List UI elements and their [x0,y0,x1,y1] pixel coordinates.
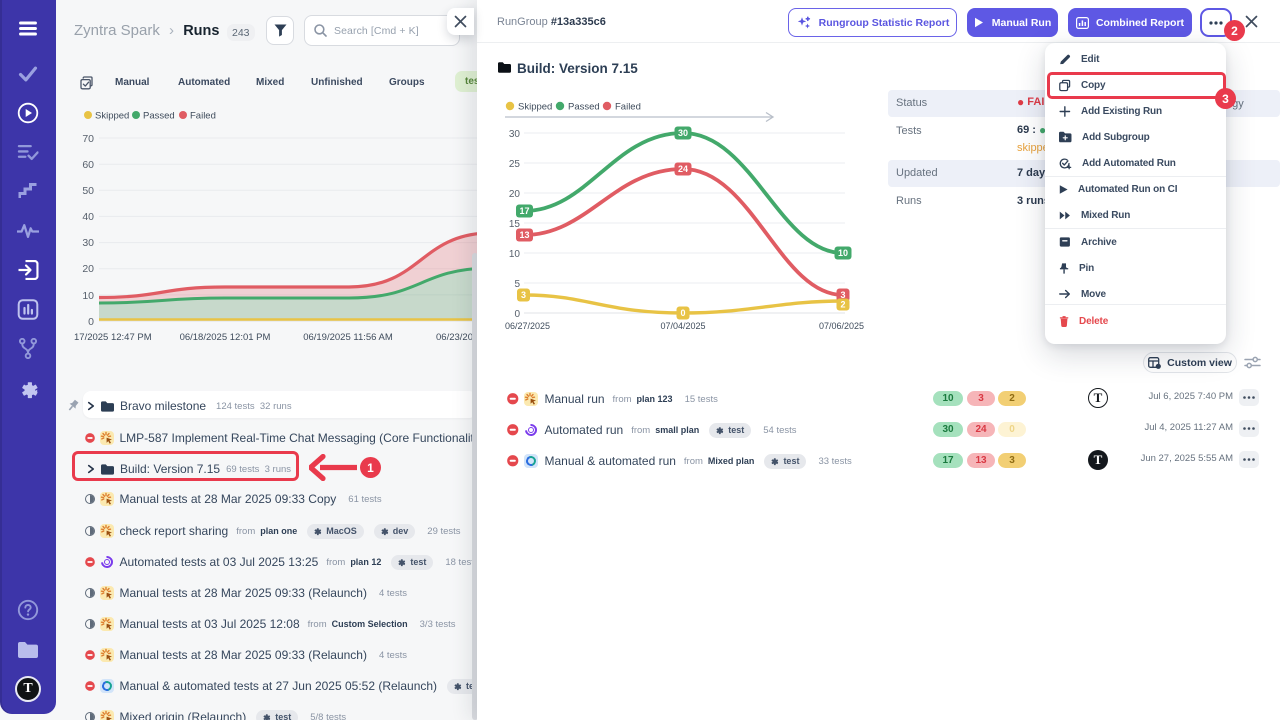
svg-text:60: 60 [82,159,94,171]
svg-text:13: 13 [519,230,529,240]
svg-text:07/06/2025: 07/06/2025 [819,321,864,331]
svg-text:Failed: Failed [615,102,641,113]
svg-text:Failed: Failed [190,111,216,122]
svg-text:06/27/2025: 06/27/2025 [505,321,550,331]
svg-text:40: 40 [82,211,94,223]
svg-text:0: 0 [88,316,94,328]
svg-text:30: 30 [509,129,521,140]
svg-text:Passed: Passed [143,111,175,122]
svg-text:Skipped: Skipped [95,111,129,122]
svg-text:2: 2 [840,300,845,310]
svg-text:0: 0 [680,308,685,318]
svg-text:70: 70 [82,133,94,145]
svg-text:3: 3 [840,290,845,300]
svg-text:20: 20 [509,189,521,200]
svg-text:06/19/2025 11:56 AM: 06/19/2025 11:56 AM [303,332,393,343]
svg-text:30: 30 [82,237,94,249]
svg-text:Passed: Passed [568,102,600,113]
svg-text:5: 5 [514,279,520,290]
svg-text:0: 0 [514,309,520,320]
svg-text:06/23/202: 06/23/202 [436,332,478,343]
svg-text:10: 10 [838,248,848,258]
svg-text:24: 24 [678,164,688,174]
svg-text:06/18/2025 12:01 PM: 06/18/2025 12:01 PM [180,332,271,343]
svg-text:10: 10 [82,290,94,302]
svg-text:15: 15 [509,219,521,230]
svg-text:17/2025 12:47 PM: 17/2025 12:47 PM [74,332,152,343]
svg-text:25: 25 [509,159,521,170]
svg-text:Skipped: Skipped [518,102,552,113]
svg-text:20: 20 [82,263,94,275]
svg-text:50: 50 [82,185,94,197]
svg-text:3: 3 [521,290,526,300]
svg-text:17: 17 [519,206,529,216]
svg-text:07/04/2025: 07/04/2025 [660,321,705,331]
svg-text:10: 10 [509,249,521,260]
svg-text:30: 30 [678,128,688,138]
